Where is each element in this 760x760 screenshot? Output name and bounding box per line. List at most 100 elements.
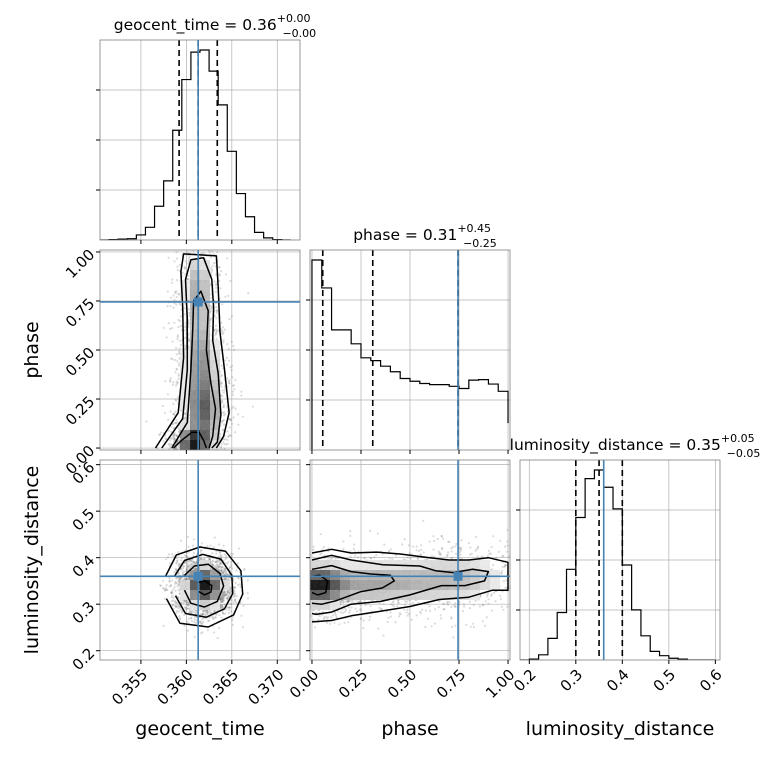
sample-point [220, 246, 222, 248]
sample-point [162, 326, 165, 329]
sample-point [172, 433, 175, 436]
sample-point [216, 474, 218, 476]
sample-point [225, 573, 229, 576]
sample-point [176, 335, 179, 338]
sample-point [189, 563, 192, 566]
sample-point [179, 315, 182, 318]
sample-point [220, 321, 223, 324]
sample-point [166, 556, 170, 559]
sample-point [220, 567, 223, 570]
sample-point [175, 458, 177, 460]
sample-point [230, 315, 234, 318]
sample-point [172, 427, 175, 430]
sample-point [176, 610, 179, 613]
sample-point [220, 328, 223, 331]
sample-point [190, 559, 193, 562]
sample-point [202, 230, 204, 232]
sample-point [229, 434, 232, 437]
sample-point [234, 601, 238, 604]
sample-point [200, 558, 203, 561]
sample-point [223, 591, 226, 594]
sample-point [163, 411, 166, 414]
sample-point [232, 579, 235, 582]
sample-point [173, 454, 175, 456]
sample-point [223, 592, 226, 595]
sample-point [191, 560, 194, 563]
sample-point [219, 563, 222, 566]
density-cell [200, 330, 210, 340]
truth-marker [193, 297, 203, 307]
sample-point [194, 561, 197, 564]
sample-point [233, 593, 236, 596]
sample-point [193, 567, 196, 570]
sample-point [239, 585, 242, 589]
sample-point [190, 452, 192, 454]
sample-point [187, 545, 190, 548]
sample-point [232, 405, 235, 408]
sample-point [180, 219, 182, 221]
sample-point [213, 631, 216, 634]
sample-point [177, 292, 180, 295]
sample-point [170, 357, 173, 360]
sample-point [165, 584, 168, 587]
sample-point [194, 615, 197, 618]
sample-point [195, 237, 197, 239]
sample-point [179, 344, 182, 347]
sample-point [223, 467, 225, 469]
sample-point [217, 466, 219, 468]
sample-point [185, 568, 188, 572]
sample-point [224, 438, 227, 441]
sample-point [178, 457, 180, 459]
sample-point [169, 462, 171, 464]
sample-point [180, 465, 182, 467]
sample-point [220, 569, 223, 572]
sample-point [188, 564, 191, 567]
sample-point [219, 270, 223, 273]
sample-point [220, 382, 223, 385]
sample-point [168, 445, 171, 448]
sample-point [213, 453, 215, 455]
sample-point [187, 245, 189, 247]
sample-point [195, 455, 197, 457]
sample-point [209, 561, 212, 564]
sample-point [167, 322, 170, 325]
sample-point [231, 393, 234, 396]
sample-point [181, 461, 183, 463]
sample-point [208, 469, 210, 471]
sample-point [170, 583, 173, 586]
sample-point [161, 404, 164, 407]
sample-point [159, 584, 162, 588]
sample-point [179, 454, 181, 456]
sample-point [175, 347, 178, 350]
sample-point [225, 572, 228, 575]
sample-point [174, 589, 177, 593]
sample-point [194, 562, 197, 565]
sample-point [175, 353, 178, 356]
density-cell [190, 270, 200, 280]
sample-point [178, 263, 182, 267]
hist-clip-group [311, 250, 509, 450]
sample-point [155, 454, 157, 456]
sample-point [175, 244, 177, 246]
sample-point [171, 452, 173, 454]
sample-point [186, 566, 189, 569]
sample-point [214, 286, 218, 289]
sample-point [215, 332, 218, 335]
sample-point [213, 453, 215, 455]
sample-point [188, 311, 191, 314]
sample-point [233, 388, 236, 391]
sample-point [231, 619, 234, 622]
sample-point [193, 452, 195, 454]
sample-point [178, 319, 181, 323]
sample-point [179, 577, 182, 580]
sample-point [167, 418, 170, 421]
sample-point [209, 452, 211, 454]
sample-point [228, 418, 231, 421]
sample-point [188, 576, 191, 579]
sample-point [166, 305, 169, 308]
sample-point [188, 559, 191, 562]
sample-point [214, 290, 217, 293]
sample-point [172, 381, 175, 384]
sample-point [174, 371, 177, 374]
sample-point [183, 411, 187, 414]
